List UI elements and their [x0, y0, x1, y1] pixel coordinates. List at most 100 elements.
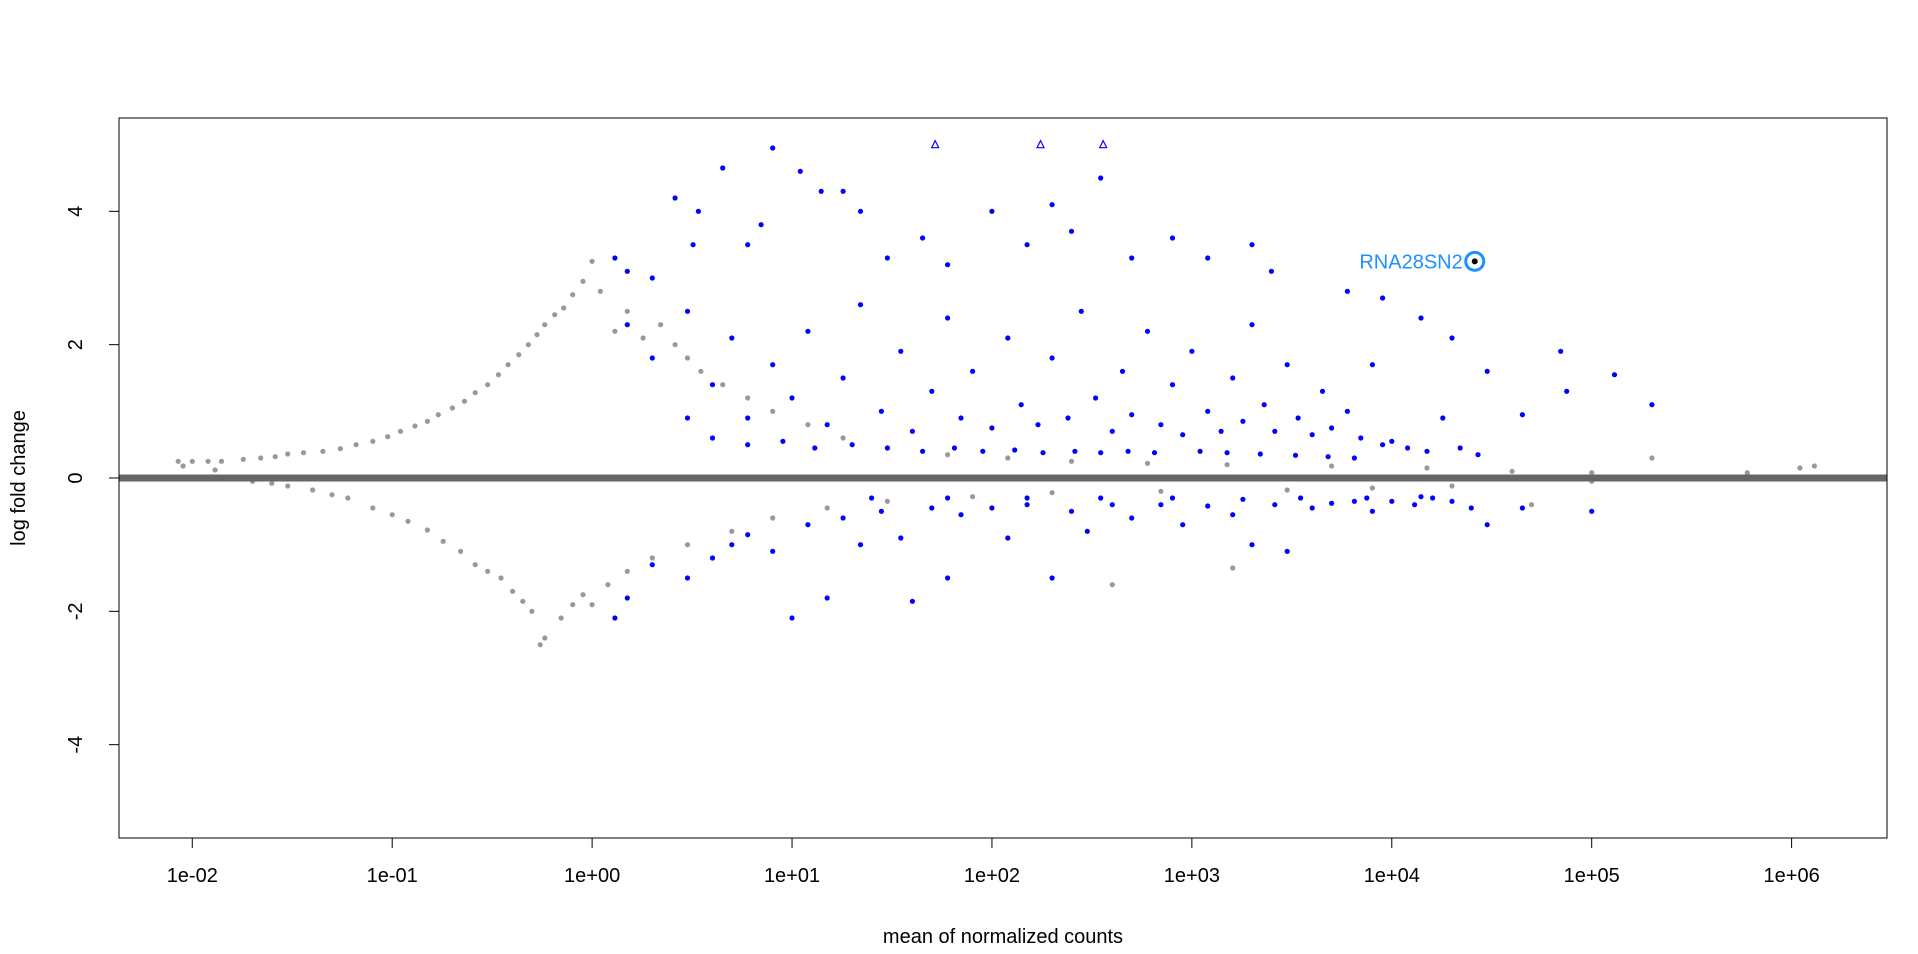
blue-point	[818, 188, 824, 194]
grey-point	[1284, 487, 1290, 493]
blue-point	[989, 425, 995, 431]
blue-point	[745, 415, 751, 421]
blue-point	[1344, 408, 1350, 414]
grey-point	[1797, 465, 1803, 471]
y-axis: -4 -2 0 2 4	[65, 206, 120, 754]
blue-point	[909, 428, 916, 434]
grey-point	[729, 528, 735, 534]
blue-point	[1189, 348, 1195, 354]
blue-point	[1109, 428, 1115, 434]
grey-point	[597, 288, 604, 294]
blue-point	[857, 302, 864, 308]
blue-point	[1158, 502, 1164, 508]
blue-point	[624, 595, 630, 601]
grey-point	[1224, 462, 1230, 468]
grey-point	[509, 588, 516, 594]
blue-point	[1249, 322, 1255, 328]
blue-point	[1129, 412, 1135, 418]
blue-point	[1440, 415, 1446, 421]
x-tick-label: 1e+05	[1564, 865, 1620, 887]
grey-point	[300, 450, 307, 456]
blue-point	[1261, 402, 1267, 408]
blue-point	[1389, 498, 1395, 504]
grey-point	[516, 352, 522, 358]
blue-point	[878, 408, 885, 414]
blue-point	[1389, 438, 1395, 444]
grey-point	[580, 592, 586, 598]
blue-point	[980, 448, 986, 454]
grey-point	[345, 495, 351, 501]
grey-point	[285, 451, 291, 457]
blue-point	[1084, 528, 1090, 534]
blue-point	[1230, 375, 1236, 381]
x-tick-label: 1e+02	[964, 865, 1020, 887]
blue-point	[624, 268, 630, 274]
blue-point	[1098, 495, 1104, 501]
blue-point	[770, 362, 776, 368]
grey-point	[424, 527, 430, 533]
blue-point	[909, 598, 916, 604]
x-tick-label: 1e+01	[764, 865, 820, 887]
blue-point	[709, 555, 716, 561]
grey-point	[720, 382, 726, 388]
blue-point	[824, 595, 830, 601]
blue-point	[1284, 362, 1290, 368]
blue-point	[1484, 522, 1490, 528]
blue-point	[1180, 432, 1186, 438]
grey-point	[884, 498, 891, 504]
blue-point	[1205, 255, 1211, 261]
blue-point	[1169, 495, 1176, 501]
blue-point	[690, 242, 696, 248]
blue-point	[1272, 502, 1278, 508]
blue-point	[1351, 498, 1357, 504]
grey-point	[624, 568, 630, 574]
grey-point	[310, 487, 316, 493]
grey-point	[440, 538, 446, 544]
blue-point	[1380, 442, 1386, 448]
blue-point	[1078, 308, 1084, 314]
blue-point	[1268, 268, 1274, 274]
blue-point	[945, 315, 951, 321]
grey-point	[412, 423, 418, 429]
blue-point	[840, 375, 846, 381]
blue-point	[1344, 288, 1350, 294]
blue-point	[805, 328, 811, 334]
blue-point	[709, 435, 716, 441]
grey-point	[537, 642, 543, 648]
blue-point	[1558, 348, 1564, 354]
blue-point	[1109, 502, 1115, 508]
grey-point	[405, 518, 411, 524]
blue-point	[745, 442, 751, 448]
significant-points	[612, 145, 1655, 621]
grey-point	[840, 435, 846, 441]
highlight-point	[1471, 258, 1478, 265]
grey-point	[561, 305, 567, 311]
blue-point	[1329, 425, 1335, 431]
grey-point	[505, 362, 511, 368]
blue-point	[1295, 415, 1301, 421]
grey-point	[1230, 565, 1236, 571]
blue-point	[1589, 508, 1595, 514]
blue-point	[1012, 447, 1018, 453]
blue-point	[729, 542, 735, 548]
non-significant-points	[175, 258, 1817, 648]
grey-point	[552, 312, 558, 318]
grey-point	[218, 458, 225, 464]
blue-point	[1129, 255, 1135, 261]
grey-point	[329, 492, 335, 498]
grey-point	[612, 328, 618, 334]
blue-point	[780, 438, 786, 444]
x-tick-label: 1e+06	[1764, 865, 1820, 887]
blue-point	[1418, 315, 1424, 321]
grey-point	[542, 635, 548, 641]
blue-point	[1611, 372, 1618, 378]
y-tick-label: -4	[65, 736, 87, 754]
grey-point	[180, 463, 186, 469]
grey-point	[385, 434, 391, 440]
grey-point	[1811, 463, 1817, 469]
blue-point	[929, 388, 935, 394]
grey-point	[805, 422, 811, 428]
grey-point	[175, 458, 181, 464]
blue-point	[1351, 455, 1357, 461]
